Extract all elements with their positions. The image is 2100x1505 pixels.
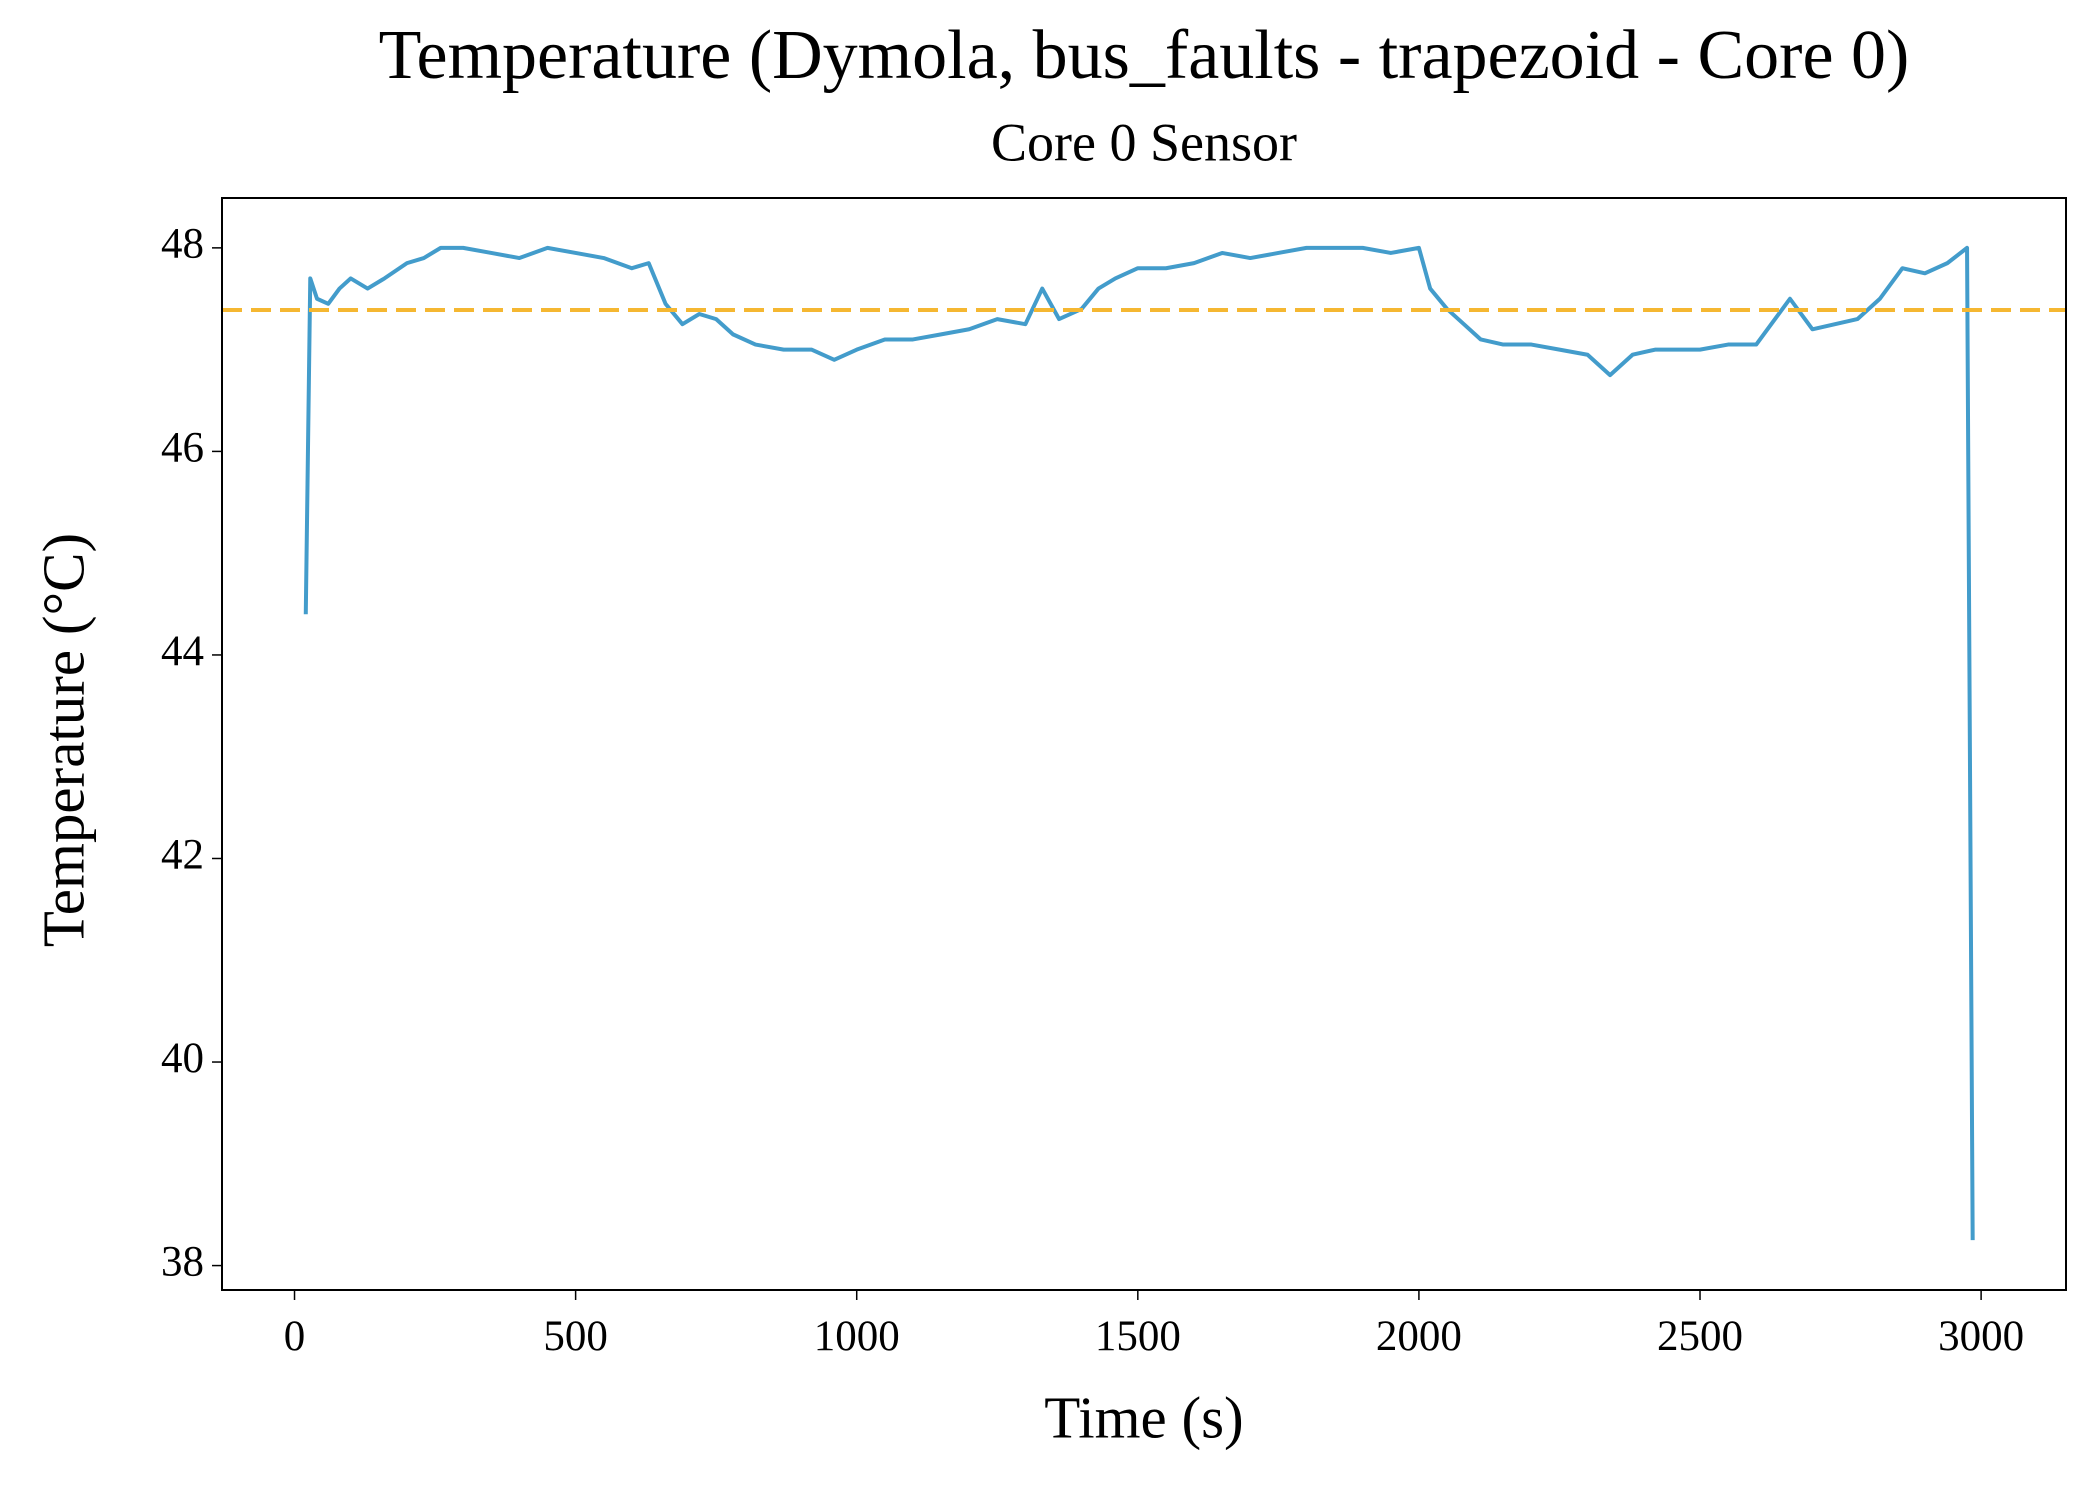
x-axis-label: Time (s): [1044, 1385, 1243, 1451]
y-tick-label: 38: [161, 1238, 204, 1285]
x-tick-label: 1000: [814, 1313, 900, 1360]
y-tick-label: 48: [161, 221, 204, 268]
x-tick-label: 0: [284, 1313, 306, 1360]
y-tick-label: 44: [161, 628, 204, 675]
y-tick-label: 46: [161, 424, 204, 471]
chart-subtitle: Core 0 Sensor: [991, 112, 1297, 172]
x-tick-label: 500: [543, 1313, 608, 1360]
plot-frame: [221, 197, 2067, 1291]
y-axis-label: Temperature (°C): [31, 533, 97, 947]
x-tick-label: 2500: [1657, 1313, 1743, 1360]
x-tick-label: 2000: [1376, 1313, 1462, 1360]
chart-title: Temperature (Dymola, bus_faults - trapez…: [379, 17, 1910, 94]
x-tick-label: 1500: [1095, 1313, 1181, 1360]
y-tick-label: 42: [161, 831, 204, 878]
x-tick-label: 3000: [1938, 1313, 2024, 1360]
y-tick-label: 40: [161, 1035, 204, 1082]
data-line: [303, 245, 1975, 1241]
